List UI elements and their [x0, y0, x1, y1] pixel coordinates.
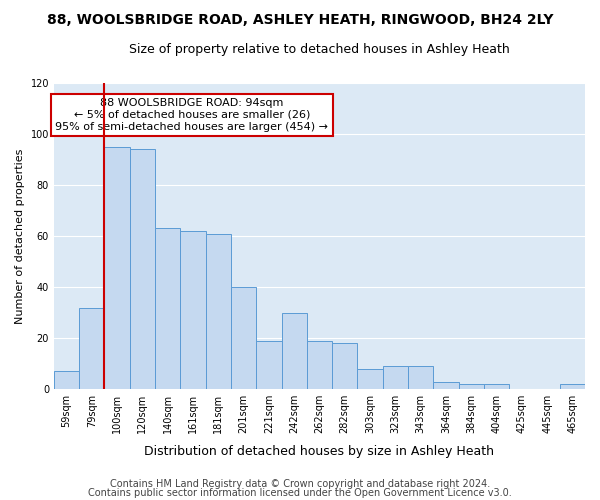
Bar [408, 366, 433, 389]
Bar [484, 384, 509, 389]
Bar [332, 343, 358, 389]
Bar [231, 287, 256, 389]
Y-axis label: Number of detached properties: Number of detached properties [15, 148, 25, 324]
Bar [130, 150, 155, 389]
Bar [458, 384, 484, 389]
Bar [307, 340, 332, 389]
Bar [104, 147, 130, 389]
Bar [433, 382, 458, 389]
Bar [206, 234, 231, 389]
Bar [155, 228, 181, 389]
Bar [560, 384, 585, 389]
Text: Contains HM Land Registry data © Crown copyright and database right 2024.: Contains HM Land Registry data © Crown c… [110, 479, 490, 489]
Text: 88, WOOLSBRIDGE ROAD, ASHLEY HEATH, RINGWOOD, BH24 2LY: 88, WOOLSBRIDGE ROAD, ASHLEY HEATH, RING… [47, 12, 553, 26]
Bar [358, 368, 383, 389]
Text: 88 WOOLSBRIDGE ROAD: 94sqm
← 5% of detached houses are smaller (26)
95% of semi-: 88 WOOLSBRIDGE ROAD: 94sqm ← 5% of detac… [55, 98, 328, 132]
Bar [54, 372, 79, 389]
Bar [256, 340, 281, 389]
X-axis label: Distribution of detached houses by size in Ashley Heath: Distribution of detached houses by size … [145, 444, 494, 458]
Text: Contains public sector information licensed under the Open Government Licence v3: Contains public sector information licen… [88, 488, 512, 498]
Bar [79, 308, 104, 389]
Bar [181, 231, 206, 389]
Title: Size of property relative to detached houses in Ashley Heath: Size of property relative to detached ho… [129, 42, 510, 56]
Bar [383, 366, 408, 389]
Bar [281, 312, 307, 389]
